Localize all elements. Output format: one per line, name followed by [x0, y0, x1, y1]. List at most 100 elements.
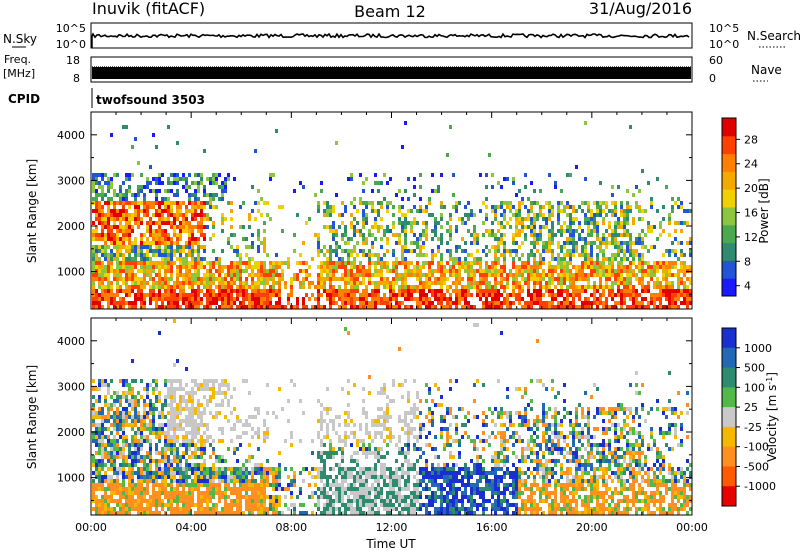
echo-cell — [674, 265, 677, 269]
echo-cell — [98, 233, 101, 237]
echo-cell — [170, 475, 173, 479]
echo-cell — [158, 273, 161, 277]
echo-cell — [575, 241, 578, 245]
echo-cell — [335, 253, 338, 257]
echo-cell — [194, 225, 197, 229]
echo-cell — [515, 269, 518, 273]
echo-cell — [191, 451, 194, 455]
echo-cell — [518, 245, 521, 249]
echo-cell — [188, 395, 191, 399]
echo-cell — [98, 459, 101, 463]
echo-cell — [191, 491, 194, 495]
echo-cell — [557, 301, 560, 305]
echo-cell — [221, 221, 224, 225]
echo-cell — [149, 245, 152, 249]
echo-cell — [347, 257, 350, 261]
echo-cell — [662, 229, 665, 233]
echo-cell — [164, 463, 167, 467]
echo-cell — [173, 217, 176, 221]
echo-cell — [620, 249, 623, 253]
echo-cell — [134, 507, 137, 511]
echo-cell — [320, 273, 323, 277]
echo-cell — [275, 467, 278, 471]
echo-cell — [188, 241, 191, 245]
echo-cell — [545, 281, 548, 285]
echo-cell — [488, 301, 491, 305]
echo-cell — [251, 185, 254, 189]
echo-cell — [623, 229, 626, 233]
echo-cell — [203, 439, 206, 443]
echo-cell — [119, 447, 122, 451]
echo-cell — [548, 205, 551, 209]
echo-cell — [602, 233, 605, 237]
echo-cell — [560, 201, 563, 205]
echo-cell — [503, 265, 506, 269]
echo-cell — [560, 245, 563, 249]
echo-cell — [395, 297, 398, 301]
echo-cell — [527, 225, 530, 229]
echo-cell — [623, 241, 626, 245]
echo-cell — [101, 415, 104, 419]
echo-cell — [353, 297, 356, 301]
nsky-panel-frame — [90, 22, 693, 49]
echo-cell — [413, 221, 416, 225]
echo-cell — [404, 269, 407, 273]
echo-cell — [668, 301, 671, 305]
echo-cell — [269, 293, 272, 297]
echo-cell — [245, 253, 248, 257]
echo-cell — [458, 265, 461, 269]
echo-cell — [182, 217, 185, 221]
echo-cell — [413, 217, 416, 221]
echo-cell — [569, 253, 572, 257]
echo-cell — [638, 261, 641, 265]
echo-cell — [416, 297, 419, 301]
echo-cell — [221, 431, 224, 435]
echo-cell — [275, 253, 278, 257]
echo-cell — [137, 491, 140, 495]
echo-cell — [95, 443, 98, 447]
echo-cell — [290, 431, 293, 435]
echo-cell — [116, 305, 119, 309]
echo-cell — [209, 197, 212, 201]
echo-cell — [203, 459, 206, 463]
echo-cell — [371, 261, 374, 265]
echo-cell — [329, 305, 332, 309]
echo-cell — [218, 297, 221, 301]
echo-cell — [254, 487, 257, 491]
echo-cell — [176, 277, 179, 281]
echo-cell — [584, 289, 587, 293]
echo-cell — [140, 395, 143, 399]
echo-cell — [179, 209, 182, 213]
echo-cell — [122, 201, 125, 205]
echo-cell — [131, 193, 134, 197]
echo-cell — [275, 475, 278, 479]
echo-cell — [521, 201, 524, 205]
echo-cell — [533, 253, 536, 257]
echo-cell — [458, 289, 461, 293]
echo-cell — [569, 241, 572, 245]
echo-cell — [233, 483, 236, 487]
echo-cell — [596, 201, 599, 205]
echo-cell — [155, 241, 158, 245]
echo-cell — [608, 285, 611, 289]
echo-cell — [128, 269, 131, 273]
echo-cell — [155, 305, 158, 309]
echo-cell — [659, 301, 662, 305]
echo-cell — [590, 293, 593, 297]
echo-cell — [263, 495, 266, 499]
echo-cell — [392, 221, 395, 225]
echo-cell — [170, 173, 173, 177]
echo-cell — [161, 229, 164, 233]
echo-cell — [188, 447, 191, 451]
echo-cell — [539, 189, 542, 193]
echo-cell — [251, 233, 254, 237]
echo-cell — [194, 237, 197, 241]
echo-cell — [377, 181, 380, 185]
echo-cell — [302, 277, 305, 281]
echo-cell — [173, 233, 176, 237]
echo-cell — [317, 245, 320, 249]
echo-cell — [146, 383, 149, 387]
echo-cell — [161, 249, 164, 253]
echo-cell — [224, 277, 227, 281]
echo-cell — [656, 305, 659, 309]
